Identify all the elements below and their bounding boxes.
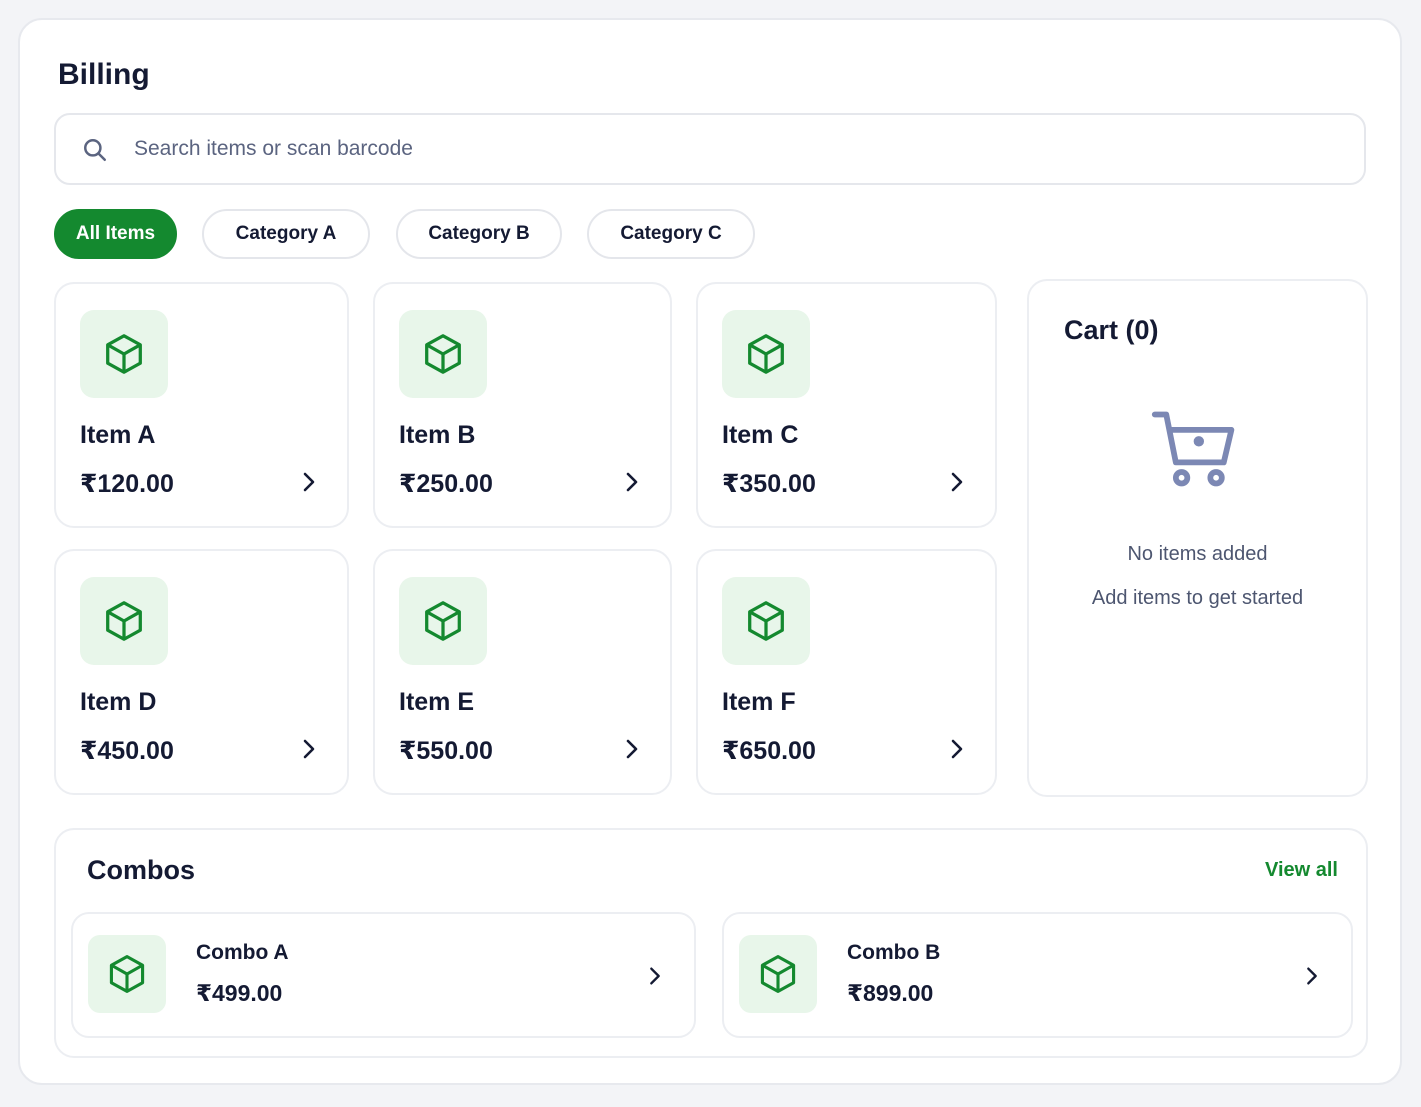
item-name: Item C <box>722 421 799 449</box>
item-price: ₹120.00 <box>80 470 174 498</box>
item-price: ₹650.00 <box>722 737 816 765</box>
combos-title: Combos <box>87 855 195 885</box>
item-name: Item F <box>722 688 796 716</box>
item-price: ₹450.00 <box>80 737 174 765</box>
combo-price: ₹499.00 <box>196 980 283 1006</box>
box-icon <box>748 334 784 374</box>
item-icon-box <box>399 577 487 665</box>
cart-icon <box>1151 411 1235 487</box>
chevron-right-icon <box>303 739 315 759</box>
item-name: Item B <box>399 421 476 449</box>
box-icon <box>106 334 142 374</box>
combo-card[interactable]: Combo B ₹899.00 <box>722 912 1353 1038</box>
chevron-right-icon <box>951 739 963 759</box>
item-price: ₹250.00 <box>399 470 493 498</box>
item-price: ₹550.00 <box>399 737 493 765</box>
box-icon <box>760 955 796 993</box>
cart-empty-title: No items added <box>1127 543 1268 565</box>
cart-panel: Cart (0) No items added Add items to get… <box>1027 279 1368 797</box>
item-card[interactable]: Item E ₹550.00 <box>373 549 672 795</box>
box-icon <box>748 601 784 641</box>
item-icon-box <box>80 310 168 398</box>
chevron-right-icon <box>650 967 660 985</box>
chevron-right-icon <box>303 472 315 492</box>
item-card[interactable]: Item F ₹650.00 <box>696 549 997 795</box>
combo-card[interactable]: Combo A ₹499.00 <box>71 912 696 1038</box>
chevron-right-icon <box>626 739 638 759</box>
item-name: Item D <box>80 688 157 716</box>
category-pill-category-c[interactable]: Category C <box>587 209 755 259</box>
page-title: Billing <box>58 58 150 91</box>
box-icon <box>109 955 145 993</box>
item-price: ₹350.00 <box>722 470 816 498</box>
combo-name: Combo A <box>196 941 289 964</box>
item-icon-box <box>80 577 168 665</box>
cart-empty-subtitle: Add items to get started <box>1091 587 1304 609</box>
category-pill-category-b[interactable]: Category B <box>396 209 562 259</box>
combos-section: Combos View all Combo A ₹499.00 <box>54 828 1368 1058</box>
item-icon-box <box>399 310 487 398</box>
box-icon <box>425 334 461 374</box>
category-pill-all-items[interactable]: All Items <box>54 209 177 259</box>
item-icon-box <box>722 577 810 665</box>
billing-panel: Billing All Items Category A Category B … <box>18 18 1402 1085</box>
item-name: Item E <box>399 688 475 716</box>
chevron-right-icon <box>626 472 638 492</box>
box-icon <box>425 601 461 641</box>
item-card[interactable]: Item B ₹250.00 <box>373 282 672 528</box>
search-icon <box>84 139 106 161</box>
combo-price: ₹899.00 <box>847 980 934 1006</box>
combo-name: Combo B <box>847 941 941 964</box>
item-card[interactable]: Item C ₹350.00 <box>696 282 997 528</box>
chevron-right-icon <box>1307 967 1317 985</box>
search-input[interactable] <box>134 125 1334 173</box>
box-icon <box>106 601 142 641</box>
category-pill-category-a[interactable]: Category A <box>202 209 370 259</box>
item-icon-box <box>722 310 810 398</box>
item-card[interactable]: Item D ₹450.00 <box>54 549 349 795</box>
view-all-link[interactable]: View all <box>1264 859 1338 881</box>
item-name: Item A <box>80 421 156 449</box>
combo-icon-box <box>88 935 166 1013</box>
item-card[interactable]: Item A ₹120.00 <box>54 282 349 528</box>
cart-title: Cart (0) <box>1064 315 1159 345</box>
chevron-right-icon <box>951 472 963 492</box>
combo-icon-box <box>739 935 817 1013</box>
search-bar[interactable] <box>54 113 1366 185</box>
